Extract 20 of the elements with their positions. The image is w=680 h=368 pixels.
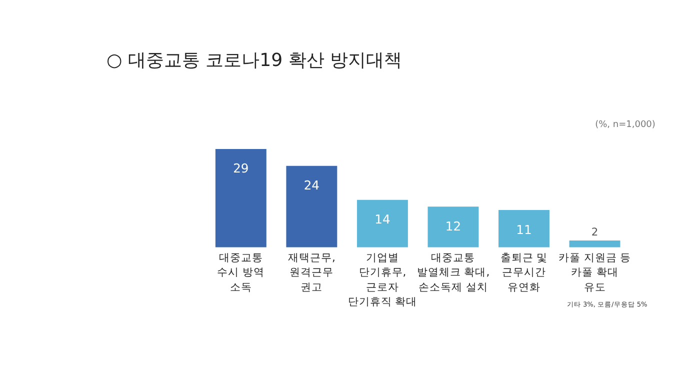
x-tick-label: 기업별 단기휴무, 근로자 단기휴직 확대 [348, 250, 418, 308]
x-tick-label: 카풀 지원금 등 카풀 확대 유도 [558, 250, 632, 294]
bar [569, 240, 620, 248]
bar [428, 206, 479, 248]
bar [498, 210, 550, 248]
bar [215, 148, 266, 248]
chart-title: ○ 대중교통 코로나19 확산 방지대책 [106, 50, 402, 72]
data-label: 11 [516, 222, 532, 237]
x-tick-label: 재택근무, 원격근무 권고 [288, 250, 336, 294]
x-tick-label: 대중교통 수시 방역 소독 [217, 250, 265, 294]
bar [356, 200, 408, 248]
x-tick-label: 대중교통 발열체크 확대, 손소독제 설치 [416, 250, 490, 294]
data-label: 24 [304, 178, 320, 193]
data-label: 29 [233, 162, 249, 176]
data-label: 12 [445, 219, 462, 234]
bar [286, 166, 338, 248]
x-tick-label: 출퇴근 및 근무시간 유연화 [500, 250, 548, 294]
data-label: 14 [374, 212, 390, 227]
chart-subtitle: (%, n=1,000) [595, 120, 656, 130]
data-label: 2 [591, 226, 598, 239]
